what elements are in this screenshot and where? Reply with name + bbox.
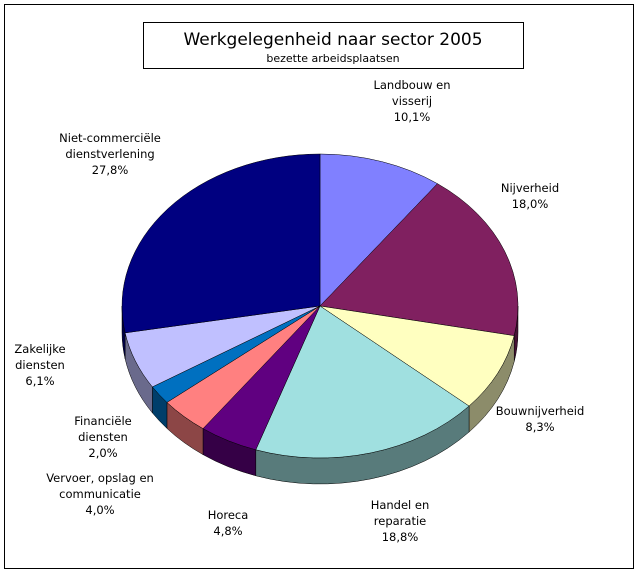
category-label: Bouwnijverheid — [495, 404, 585, 418]
pie-slice — [121, 153, 321, 334]
value-label: 27,8% — [91, 163, 129, 177]
value-label: 4,0% — [85, 503, 115, 517]
category-label: Handel en reparatie — [370, 498, 430, 528]
slice-label: Bouwnijverheid 8,3% — [480, 403, 600, 435]
value-label: 18,8% — [381, 530, 419, 544]
chart-title: Werkgelegenheid naar sector 2005 — [183, 30, 482, 50]
pie-slice — [319, 153, 438, 307]
pie-slice — [255, 305, 470, 459]
category-label: Landbouw en visserij — [373, 78, 451, 108]
slice-label: Niet-commerciële dienstverlening 27,8% — [43, 130, 178, 178]
chart-subtitle: bezette arbeidsplaatsen — [266, 52, 399, 65]
category-label: Vervoer, opslag en communicatie — [46, 471, 154, 501]
slice-label: Horeca 4,8% — [168, 507, 288, 539]
pie-slice — [319, 183, 519, 336]
title-box — [143, 22, 524, 69]
category-label: Niet-commerciële dienstverlening — [59, 131, 161, 161]
pie-slice — [319, 305, 515, 407]
value-label: 6,1% — [25, 374, 55, 388]
pie — [121, 153, 519, 485]
slice-label: Vervoer, opslag en communicatie 4,0% — [41, 470, 159, 518]
category-label: Horeca — [207, 508, 249, 522]
value-label: 8,3% — [525, 420, 555, 434]
category-label: Zakelijke diensten — [14, 342, 66, 372]
slice-label: Handel en reparatie 18,8% — [363, 497, 438, 545]
category-label: Financiële diensten — [74, 414, 132, 444]
category-label: Nijverheid — [500, 181, 560, 195]
slice-label: Zakelijke diensten 6,1% — [3, 341, 78, 389]
value-label: 4,8% — [213, 524, 243, 538]
slice-label: Nijverheid 18,0% — [470, 180, 590, 212]
slice-label: Financiële diensten 2,0% — [61, 413, 146, 461]
value-label: 18,0% — [511, 197, 549, 211]
slice-label: Landbouw en visserij 10,1% — [365, 77, 460, 125]
value-label: 2,0% — [88, 446, 118, 460]
value-label: 10,1% — [393, 110, 431, 124]
